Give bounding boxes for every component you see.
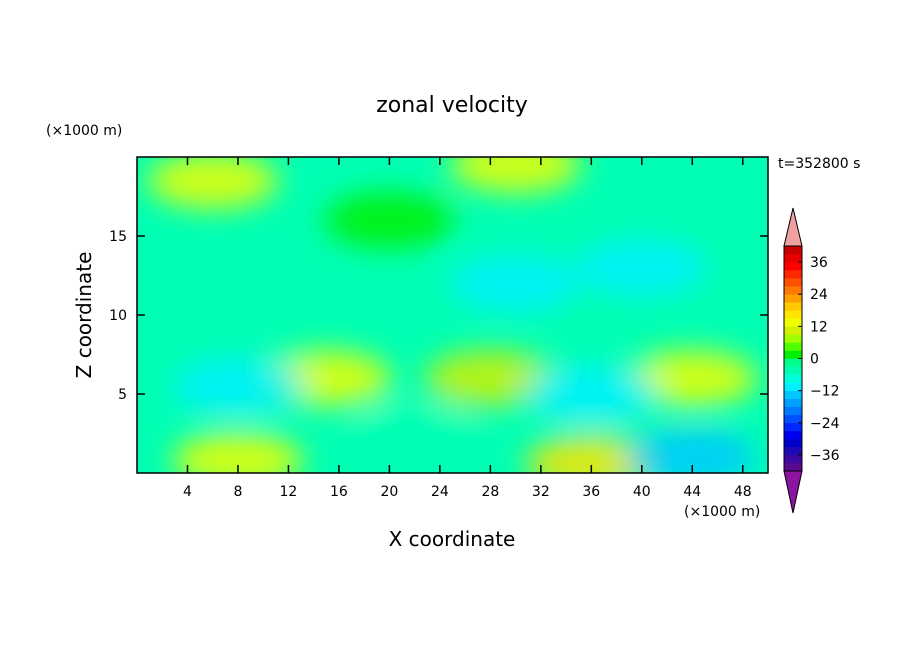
- time-label: t=352800 s: [778, 156, 860, 172]
- colorbar-swatch: [784, 390, 802, 399]
- colorbar-tick-label: 24: [810, 287, 828, 303]
- colorbar-swatch: [784, 334, 802, 343]
- colorbar-under-arrow: [783, 470, 803, 514]
- colorbar-swatch: [784, 374, 802, 383]
- colorbar-tick-label: −36: [810, 448, 840, 464]
- field-feature: [576, 239, 708, 297]
- x-tick-label: 28: [481, 484, 499, 500]
- x-axis-unit: (×1000 m): [684, 504, 760, 520]
- colorbar-swatch: [784, 398, 802, 408]
- x-tick-label: 8: [233, 484, 242, 500]
- field-feature: [525, 365, 657, 423]
- colorbar-swatch: [784, 278, 802, 287]
- colorbar-swatch: [784, 286, 802, 295]
- colorbar-swatch: [784, 438, 802, 448]
- plot-area: [137, 157, 768, 473]
- colorbar-swatch: [784, 382, 802, 391]
- colorbar-swatch: [784, 310, 802, 319]
- x-tick-label: 16: [330, 484, 348, 500]
- colorbar-swatch: [784, 318, 802, 327]
- colorbar-tick-label: 36: [810, 255, 828, 271]
- x-axis-ticks: 4 8 12 16 20 24 28 32 36 40 44 48: [183, 157, 752, 500]
- colorbar-swatch: [784, 294, 802, 303]
- field-feature: [525, 435, 657, 473]
- colorbar-swatch: [784, 254, 802, 263]
- y-axis-label: Z coordinate: [72, 252, 96, 379]
- colorbar-swatch: [784, 366, 802, 375]
- colorbar-tick-label: 0: [810, 352, 819, 368]
- y-tick-label: 5: [118, 387, 127, 403]
- field-feature: [626, 428, 758, 473]
- colorbar-tick-label: 12: [810, 319, 828, 335]
- x-tick-label: 20: [380, 484, 398, 500]
- x-tick-label: 48: [734, 484, 752, 500]
- field-feature: [172, 357, 304, 415]
- x-tick-label: 44: [683, 484, 701, 500]
- field-feature: [424, 349, 556, 407]
- colorbar-tick-label: −24: [810, 416, 840, 432]
- colorbar-swatch: [784, 414, 802, 424]
- y-tick-label: 15: [109, 229, 127, 245]
- x-tick-label: 40: [633, 484, 651, 500]
- colorbar-swatch: [784, 406, 802, 416]
- y-axis-unit: (×1000 m): [46, 123, 122, 139]
- colorbar-swatch: [784, 342, 802, 351]
- colorbar-tick-label: −12: [810, 384, 840, 400]
- colorbar-swatch: [784, 430, 802, 440]
- field-feature: [349, 405, 481, 462]
- colorbar-swatch: [784, 462, 802, 472]
- colorbar-swatch: [784, 270, 802, 279]
- x-tick-label: 24: [431, 484, 449, 500]
- field-features: [147, 157, 758, 473]
- colorbar-swatch: [784, 446, 802, 456]
- field-feature: [626, 349, 758, 407]
- colorbar-swatch: [784, 422, 802, 432]
- colorbar-swatch: [784, 246, 802, 255]
- colorbar-over-arrow: [783, 207, 803, 247]
- colorbar-swatch: [784, 326, 802, 335]
- x-tick-label: 32: [532, 484, 550, 500]
- x-tick-label: 12: [280, 484, 298, 500]
- colorbar-swatch: [784, 454, 802, 464]
- y-axis-ticks: 5 10 15: [109, 229, 768, 403]
- chart-title: zonal velocity: [376, 93, 528, 118]
- x-axis-label: X coordinate: [389, 527, 516, 551]
- field-feature: [449, 157, 582, 194]
- x-tick-label: 4: [183, 484, 192, 500]
- colorbar: 36 24 12 0 −12 −24 −36: [783, 207, 840, 514]
- field-feature: [172, 431, 304, 473]
- field-feature: [147, 157, 279, 210]
- colorbar-swatch: [784, 350, 802, 359]
- y-tick-label: 10: [109, 308, 127, 324]
- field-feature: [449, 254, 582, 312]
- colorbar-swatch: [784, 302, 802, 311]
- x-tick-label: 36: [582, 484, 600, 500]
- field-feature: [323, 191, 456, 249]
- colorbar-swatch: [784, 262, 802, 271]
- colorbar-swatch: [784, 358, 802, 367]
